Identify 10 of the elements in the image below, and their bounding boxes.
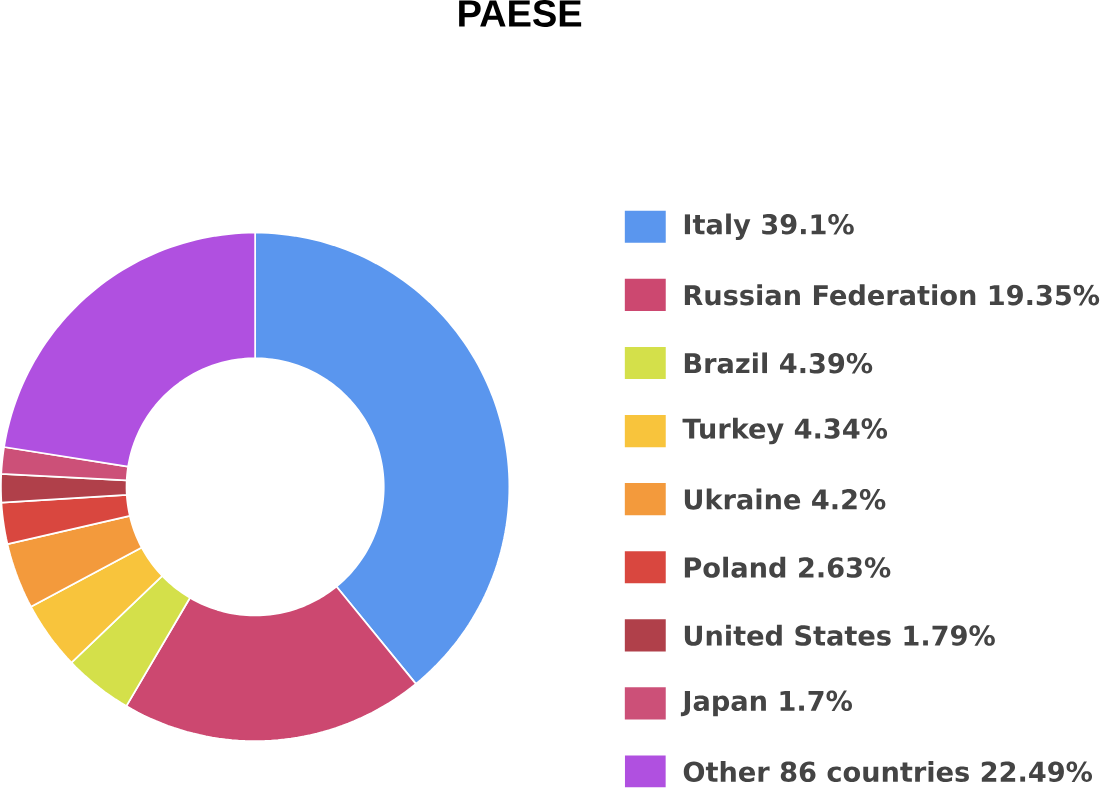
legend-label: Brazil 4.39% <box>684 352 873 374</box>
legend-label: Turkey 4.34% <box>682 417 888 445</box>
legend-label: Ukraine 4.2% <box>684 488 886 510</box>
legend-label: Russian Federation 19.35% <box>684 284 1100 306</box>
chart-title: PAESE <box>459 0 582 28</box>
legend-label: Italy 39.1% <box>684 213 854 241</box>
legend-label: Other 86 countries 22.49% <box>683 761 1093 783</box>
legend-label: Japan 1.7% <box>680 690 852 717</box>
legend-label: United States 1.79% <box>684 625 995 647</box>
legend-label: Poland 2.63% <box>684 556 891 578</box>
